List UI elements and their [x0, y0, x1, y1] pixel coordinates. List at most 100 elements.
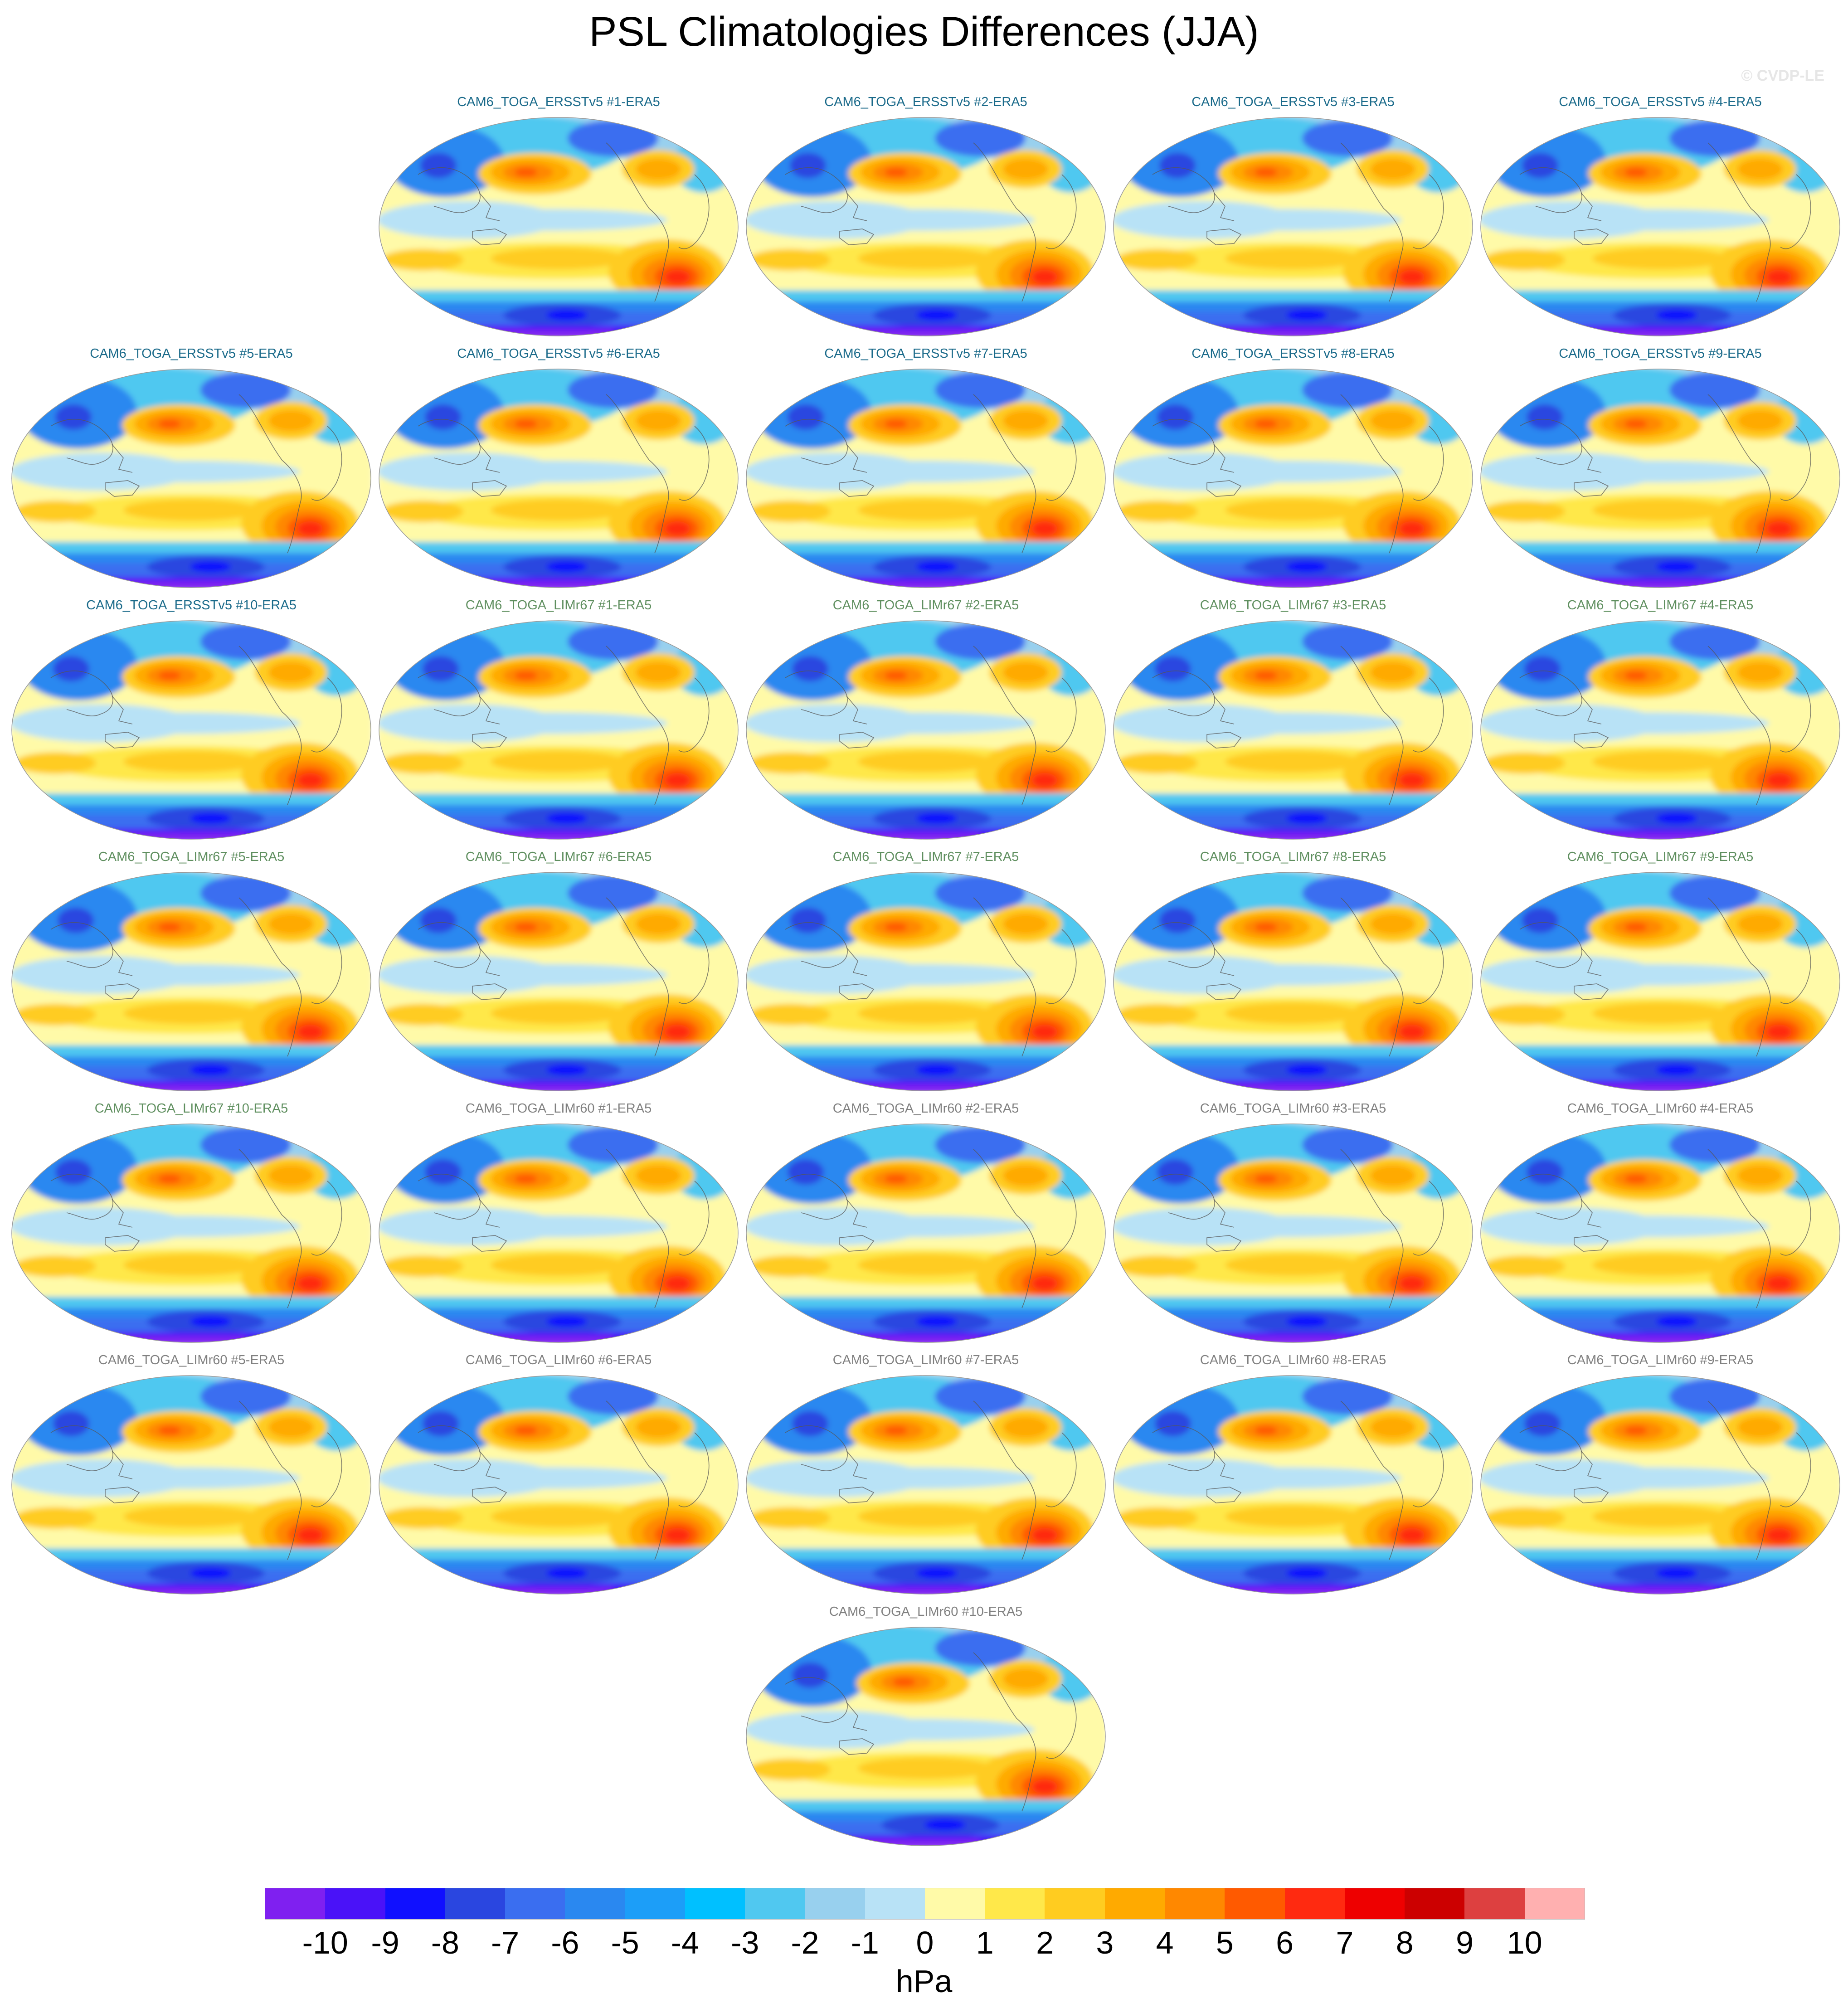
figure-title: PSL Climatologies Differences (JJA): [589, 9, 1259, 55]
field-atlantic-high: [636, 1165, 681, 1186]
field-southern-ridge: [491, 1506, 627, 1527]
map-panel: CAM6_TOGA_ERSSTv5 #7-ERA5: [744, 345, 1107, 589]
field-antarctic-low: [790, 833, 980, 839]
map-panel-title: CAM6_TOGA_ERSSTv5 #7-ERA5: [824, 346, 1027, 361]
map-border: [746, 1123, 1106, 1343]
coastline-maritime-continent: [1581, 1450, 1602, 1479]
field-north-pacific-high: [515, 1426, 537, 1435]
colorbar-tick-label: 6: [1276, 1925, 1294, 1960]
map-panel: CAM6_TOGA_LIMr60 #6-ERA5: [377, 1351, 740, 1596]
coastline-africa: [1046, 174, 1077, 249]
coastline-maritime-continent: [479, 695, 500, 724]
field-atlantic-high: [1003, 410, 1048, 432]
field-southern-ridge: [382, 1507, 463, 1529]
field-tropical-low: [1166, 964, 1402, 986]
coastline-north-america: [238, 897, 282, 964]
coastline-africa: [1413, 1432, 1444, 1507]
field-southern-ridge: [15, 1255, 96, 1277]
field-southern-ridge: [1592, 248, 1728, 269]
map-panel: CAM6_TOGA_ERSSTv5 #1-ERA5: [377, 93, 740, 338]
coastline-north-america: [973, 646, 1017, 712]
field-south-atlantic-high-core: [1766, 1276, 1792, 1291]
field-southern-ridge: [15, 501, 96, 522]
colorbar-tick-label: 0: [916, 1925, 934, 1960]
coastline-asia: [1519, 1425, 1582, 1471]
field-asia-low-core: [1527, 404, 1563, 430]
field-southern-ridge: [1225, 499, 1361, 521]
field-atlantic-high: [1003, 1668, 1048, 1690]
coastline-asia: [1152, 922, 1215, 968]
coastline-australia: [1206, 480, 1242, 497]
field-north-pacific-high: [1624, 419, 1647, 428]
psl-difference-map: [746, 1375, 1106, 1595]
coastline-north-america: [238, 1149, 282, 1215]
field-south-atlantic-high-core: [1032, 1779, 1057, 1794]
map-border: [1113, 369, 1473, 588]
colorbar-swatch: [1104, 1888, 1165, 1919]
field-asia-low-core: [1155, 1411, 1191, 1436]
field-north-pacific-high: [893, 1677, 915, 1687]
coastline-maritime-continent: [1581, 947, 1602, 976]
field-tropical-low: [1166, 461, 1402, 482]
coastline-south-america: [282, 1215, 302, 1308]
field-southern-ocean-low-core: [1656, 1316, 1697, 1327]
map-panel: CAM6_TOGA_LIMr60 #3-ERA5: [1112, 1099, 1474, 1344]
colorbar: [265, 1888, 1585, 1920]
coastline-north-america: [1707, 394, 1751, 461]
field-southern-ridge: [1116, 249, 1198, 271]
field-southern-ridge: [123, 1254, 259, 1276]
field-atlantic-high: [1737, 1416, 1783, 1438]
map-panel: CAM6_TOGA_ERSSTv5 #9-ERA5: [1479, 345, 1842, 589]
coastline-asia: [1152, 418, 1215, 465]
coastline-south-america: [1751, 460, 1771, 554]
colorbar-tick-label: -2: [791, 1925, 819, 1960]
psl-difference-map: [11, 872, 371, 1091]
coastline-africa: [1780, 426, 1811, 501]
field-asia-low-core: [423, 1411, 459, 1436]
field-southern-ocean-low-core: [1286, 1065, 1327, 1075]
map-border: [379, 872, 739, 1091]
field-south-atlantic-high-core: [665, 1528, 690, 1542]
coastline-asia: [418, 1173, 481, 1220]
field-southern-ocean-low-core: [1656, 813, 1697, 824]
map-panel: CAM6_TOGA_LIMr60 #5-ERA5: [10, 1351, 373, 1596]
map-panel-title: CAM6_TOGA_ERSSTv5 #4-ERA5: [1559, 95, 1762, 109]
field-south-atlantic-high-core: [1032, 1025, 1057, 1039]
field-arctic-low: [568, 875, 658, 911]
field-arctic-low: [200, 875, 291, 911]
field-asia-low-core: [1527, 1159, 1563, 1185]
field-atlantic-high: [268, 1416, 314, 1438]
field-southern-ridge: [749, 1507, 831, 1529]
field-tropical-low: [1166, 209, 1402, 231]
coastline-maritime-continent: [1581, 1199, 1602, 1228]
field-antarctic-low: [1157, 581, 1347, 588]
coastline-asia: [50, 1425, 113, 1471]
field-south-atlantic-high-core: [1766, 1025, 1792, 1039]
field-antarctic-low: [1157, 833, 1347, 839]
field-south-atlantic-high-core: [1032, 270, 1057, 284]
coastline-asia: [785, 167, 848, 213]
coastline-north-america: [1340, 897, 1384, 964]
field-southern-ocean-low-core: [916, 561, 957, 572]
map-border: [746, 1627, 1106, 1846]
field-southern-ocean-low-core: [1286, 813, 1327, 824]
map-border: [1480, 117, 1840, 336]
field-southern-ridge: [1592, 1506, 1728, 1527]
map-border: [1113, 117, 1473, 336]
map-panel: CAM6_TOGA_LIMr67 #9-ERA5: [1479, 848, 1842, 1093]
coastline-maritime-continent: [1213, 1199, 1235, 1228]
field-southern-ridge: [1483, 249, 1565, 271]
field-asia-low-core: [55, 1159, 92, 1185]
map-panel: CAM6_TOGA_ERSSTv5 #8-ERA5: [1112, 345, 1474, 589]
field-north-pacific-high: [515, 671, 537, 680]
field-tropical-low: [1166, 712, 1402, 734]
colorbar-swatch: [924, 1888, 985, 1919]
field-south-atlantic-high-core: [297, 1276, 323, 1291]
field-tropical-low: [64, 461, 300, 482]
coastline-north-america: [1340, 142, 1384, 209]
field-north-pacific-high: [158, 671, 181, 680]
field-antarctic-low: [1157, 1084, 1347, 1091]
field-southern-ridge: [749, 249, 831, 271]
field-north-pacific-high: [515, 168, 537, 177]
field-north-pacific-high: [1255, 1426, 1277, 1435]
